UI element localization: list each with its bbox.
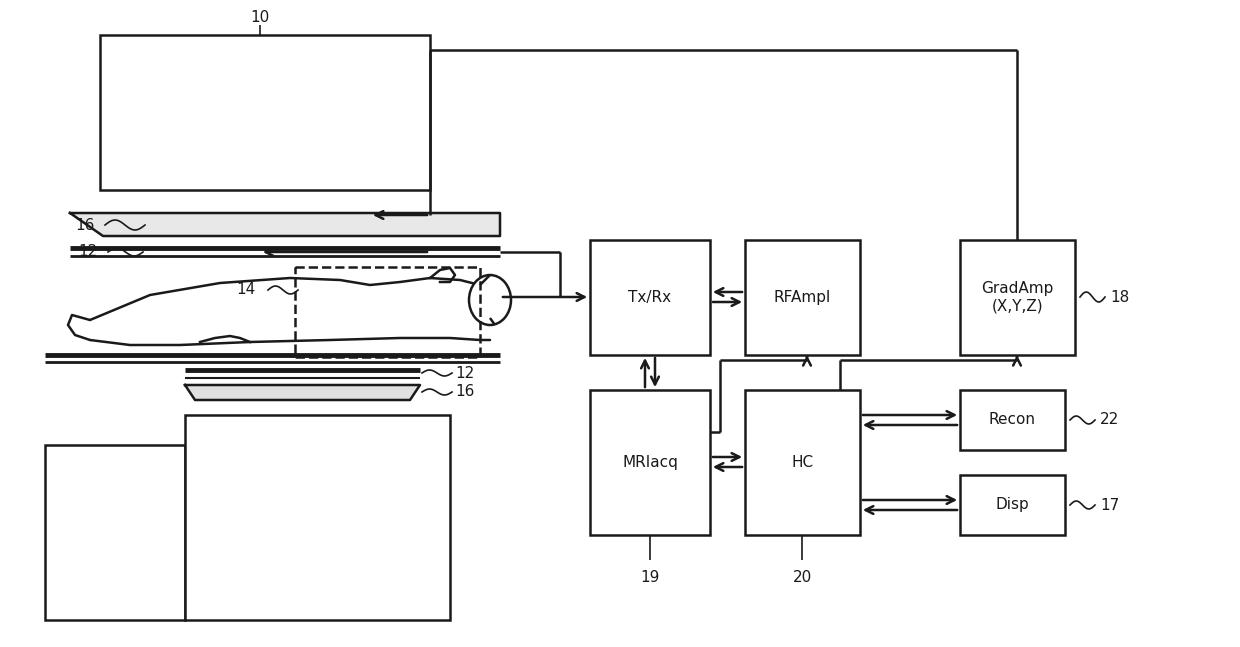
Text: 12: 12	[79, 245, 98, 259]
Polygon shape	[68, 315, 91, 340]
Text: GradAmp
(X,Y,Z): GradAmp (X,Y,Z)	[981, 281, 1054, 314]
Text: 12: 12	[455, 366, 474, 380]
Text: 19: 19	[640, 570, 660, 585]
Text: 10: 10	[250, 10, 269, 25]
Bar	[185, 415, 450, 620]
Text: 14: 14	[237, 283, 255, 298]
Bar	[960, 475, 1065, 535]
Text: Disp: Disp	[996, 498, 1029, 512]
Bar	[45, 445, 185, 620]
Text: 16: 16	[76, 217, 95, 232]
Ellipse shape	[469, 275, 511, 325]
Polygon shape	[69, 213, 500, 236]
Text: 22: 22	[1100, 413, 1120, 428]
Bar	[745, 390, 861, 535]
Text: 20: 20	[792, 570, 812, 585]
Text: 17: 17	[1100, 498, 1120, 512]
Bar	[960, 390, 1065, 450]
Bar	[960, 240, 1075, 355]
Bar	[590, 390, 711, 535]
Text: MRIacq: MRIacq	[622, 455, 678, 470]
Bar	[100, 35, 430, 190]
Polygon shape	[185, 385, 420, 400]
Bar	[295, 267, 480, 357]
Bar	[590, 240, 711, 355]
Text: 16: 16	[455, 384, 475, 399]
Text: RFAmpl: RFAmpl	[774, 290, 831, 305]
Text: 18: 18	[1110, 289, 1130, 305]
Text: Tx/Rx: Tx/Rx	[629, 290, 672, 305]
Bar	[745, 240, 861, 355]
Text: Recon: Recon	[990, 413, 1035, 428]
Text: HC: HC	[791, 455, 813, 470]
